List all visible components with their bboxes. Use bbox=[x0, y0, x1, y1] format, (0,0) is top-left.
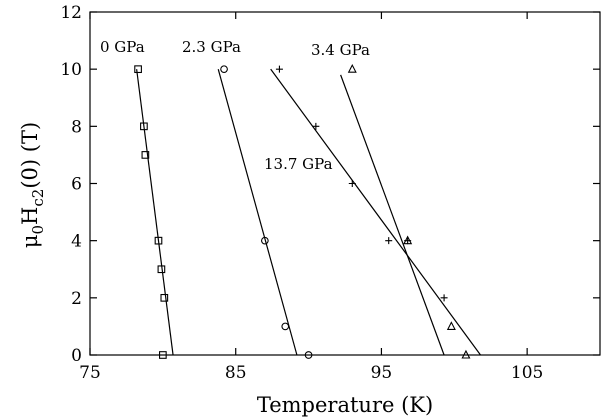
series-annotations: 0 GPa 2.3 GPa 3.4 GPa 13.7 GPa bbox=[100, 38, 370, 173]
plus-marker bbox=[440, 294, 448, 302]
triangle-marker bbox=[446, 321, 456, 330]
axis-ticks: 75 85 95 105 0 2 4 6 8 10 12 bbox=[60, 3, 600, 383]
fit-line bbox=[340, 74, 445, 356]
series-label: 13.7 GPa bbox=[264, 155, 333, 173]
fit-lines bbox=[136, 68, 481, 356]
x-axis-label: Temperature (K) bbox=[257, 393, 433, 417]
x-tick-label: 75 bbox=[79, 363, 101, 383]
square-marker bbox=[160, 293, 169, 302]
triangle-marker bbox=[461, 349, 471, 359]
y-tick-label: 2 bbox=[71, 289, 82, 309]
square-marker bbox=[141, 151, 150, 159]
circle-marker bbox=[304, 351, 313, 359]
plus-marker bbox=[385, 237, 393, 245]
y-tick-label: 8 bbox=[71, 117, 82, 137]
square-marker bbox=[134, 65, 142, 74]
y-tick-label: 10 bbox=[60, 60, 82, 80]
plus-marker bbox=[312, 122, 320, 130]
y-axis-label-sub-0: 0 bbox=[29, 225, 47, 235]
series-label: 2.3 GPa bbox=[182, 38, 241, 56]
square-marker bbox=[140, 122, 148, 131]
y-tick-label: 0 bbox=[71, 346, 82, 366]
x-tick-label: 95 bbox=[371, 363, 393, 383]
fit-line bbox=[217, 69, 298, 356]
y-axis-label: μ0Hc2(0) (T) bbox=[18, 122, 47, 248]
y-axis-label-rest: (0) (T) bbox=[18, 122, 42, 189]
circle-marker bbox=[261, 236, 269, 245]
circle-marker bbox=[220, 65, 228, 74]
plus-marker bbox=[275, 65, 283, 73]
series-label: 3.4 GPa bbox=[311, 41, 370, 59]
fit-line bbox=[270, 68, 481, 356]
y-tick-label: 12 bbox=[60, 3, 82, 23]
data-markers bbox=[134, 63, 471, 359]
x-tick-label: 105 bbox=[511, 363, 543, 383]
y-axis-label-h: H bbox=[18, 207, 42, 225]
y-tick-label: 4 bbox=[71, 232, 82, 252]
plus-marker bbox=[404, 237, 412, 245]
circle-marker bbox=[281, 322, 290, 331]
series-label: 0 GPa bbox=[100, 38, 145, 56]
square-marker bbox=[159, 351, 167, 359]
y-axis-label-sub-c2: c2 bbox=[29, 189, 47, 207]
y-axis-label-mu: μ bbox=[18, 235, 42, 249]
fit-line bbox=[136, 69, 174, 356]
plus-marker bbox=[348, 180, 356, 187]
y-tick-label: 6 bbox=[71, 175, 82, 195]
square-marker bbox=[154, 236, 163, 245]
triangle-marker bbox=[347, 63, 357, 73]
x-tick-label: 85 bbox=[225, 363, 247, 383]
square-marker bbox=[157, 265, 166, 274]
